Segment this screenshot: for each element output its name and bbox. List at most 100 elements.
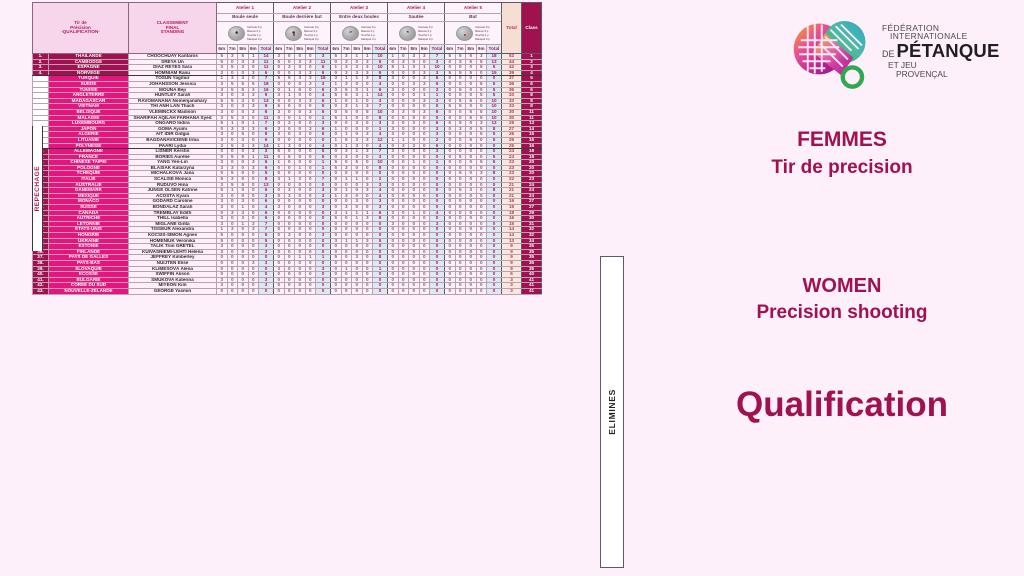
atelier-4-subtitle: Sautée [387,13,445,22]
but-only-marker [463,33,466,36]
subtotal-a1: 11 [258,114,274,122]
points-legend-line-1: Réussi 3 p [475,28,489,33]
subtotal-a1: 13 [258,97,274,105]
femmes-title: FEMMES [797,128,887,151]
atelier-4-total-header: Total [429,44,445,54]
table-row: 40. ÉCOSSE SWIFFIN Alison 0 0 0 0 0 0 0 0 0 0 0 0 0 0 0 0 0… [32,271,542,278]
subtotal-a1: 16 [258,86,274,94]
score-a1-8m: 3 [237,97,249,105]
subtotal-a3: 8 [372,114,388,122]
score-a1-7m: 0 [226,282,238,289]
score-a1-6m: 3 [216,108,228,116]
subtotal-a1: 3 [258,276,274,284]
subtotal-a4: 6 [429,120,445,127]
score-a3-7m: 0 [340,287,352,295]
atelier-5-dist-7m: 7m [454,44,466,54]
points-legend-line-3: Manqué 0 p [475,37,490,42]
title-line-2: Précision [70,24,91,30]
score-a1-8m: 5 [237,81,249,88]
score-a4-6m: 0 [387,287,399,295]
score-a1-8m: 3 [237,92,249,99]
logo-line-federation: FÉDÉRATION [882,23,940,33]
subtotal-a4: 0 [429,103,445,110]
score-a4-9m: 0 [418,287,430,295]
atelier-1-header: Atelier 1 [216,2,274,14]
score-a1-6m: 0 [216,287,228,295]
table-title: Tir de Précision -QUALIFICATION- [32,2,129,54]
subtotal-a4: 1 [429,92,445,99]
subtotal-a1: 3 [258,282,274,289]
score-a1-7m: 0 [226,260,238,267]
boule-seule-icon: ◉ [228,25,246,41]
score-a1-7m: 0 [226,276,238,284]
row-class: 41 [521,276,542,284]
score-a1-6m: 3 [216,114,228,122]
score-a1-7m: 5 [226,81,238,88]
subtotal-a3: 3 [372,120,388,127]
row-class: 11 [521,108,542,116]
score-a1-7m: 5 [226,97,238,105]
points-legend-line-3: Manqué 0 p [247,37,262,42]
subtotal-a2: 3 [315,81,331,88]
row-class: 35 [521,260,542,267]
row-player: SHARIFAH AQILAH FARHANA Syed [128,114,217,122]
score-a1-7m: 0 [226,254,238,261]
row-class: 13 [521,120,542,127]
score-a1-6m: 3 [216,86,228,94]
score-a1-7m: 0 [226,287,238,295]
entre-deux-boules-icon: ▷▸ [342,25,360,41]
subtotal-a4: 10 [429,64,445,71]
subtotal-a4: 3 [429,69,445,77]
subtotal-a3: 0 [372,276,388,284]
row-rank: 43. [32,287,49,295]
score-a1-8m: 0 [237,271,249,278]
atelier-3-dist-8m: 8m [351,44,363,54]
subtotal-a3: 1 [372,265,388,273]
atelier-2-dist-7m: 7m [283,44,295,54]
subtotal-a2: 3 [315,265,331,273]
points-legend: Carreau 5 p Réussi 3 p Touché 1 p Manqué 0 … [361,25,376,41]
subtotal-a2: 1 [315,114,331,122]
repechage-side-label: REPECHAGE [32,126,43,251]
subtotal-a1: 7 [258,75,274,82]
score-a1-7m: 5 [226,114,238,122]
table-row: MALAISIE SHARIFAH AQILAH FARHANA Syed 3 5 3 0… [32,114,542,122]
row-grand-total: 3 [501,287,522,295]
subtotal-a4: 0 [429,254,445,261]
atelier-3-dist-6m: 6m [330,44,342,54]
table-row: 43. NOUVELLE-ZELANDE GEORGE Yasmin 0 0 0 0 0 0 0 0… [32,287,542,295]
points-legend-line-0: Carreau 5 p [304,24,319,29]
points-legend: Carreau 5 p Réussi 3 p Touché 1 p Manqué 0 … [418,25,433,41]
standing-line-3: STANDING [160,29,185,35]
subtotal-a3: 0 [372,287,388,295]
atelier-3-total-header: Total [372,44,388,54]
subtotal-a4: 0 [429,271,445,278]
subtotal-a1: 18 [258,81,274,88]
points-legend-line-0: Carreau 5 p [247,24,262,29]
score-a1-8m: 0 [237,287,249,295]
score-a1-7m: 0 [226,69,238,77]
table-row: POLYNÉSIE PAARI Lydia 3 5 3 3 14 1 3 0 0 4 0 1 3 0 4 0 3 3 0… [32,142,542,150]
score-a5-9m: 0 [475,287,487,295]
subtotal-a3: 0 [372,282,388,289]
score-a1-8m: 3 [237,103,249,110]
atelier-2-graphic: ◉ Carreau 5 p Réussi 3 p Touché 1 p Manqué 0… [273,21,331,45]
obstacle-marker: ▷▸ [349,30,353,34]
subtotal-a4: 6 [429,108,445,116]
atelier-1-dist-9m: 9m [247,44,259,54]
atelier-3-dist-9m: 9m [361,44,373,54]
subtotal-a2: 1 [315,254,331,261]
boule-center-mark: ◉ [292,30,296,35]
subtotal-a3: 8 [372,75,388,82]
points-legend-line-2: Touché 1 p [304,33,318,37]
qualification-heading: Qualification [736,385,948,424]
score-a1-9m: 0 [247,287,259,295]
subtotal-a4: 0 [429,260,445,267]
row-class: 8 [521,97,542,105]
row-class: 6 [521,81,542,88]
subtotal-a1: 9 [258,92,274,99]
atelier-4-graphic: ↹ Carreau 5 p Réussi 3 p Touché 1 p Manqué 0… [387,21,445,45]
